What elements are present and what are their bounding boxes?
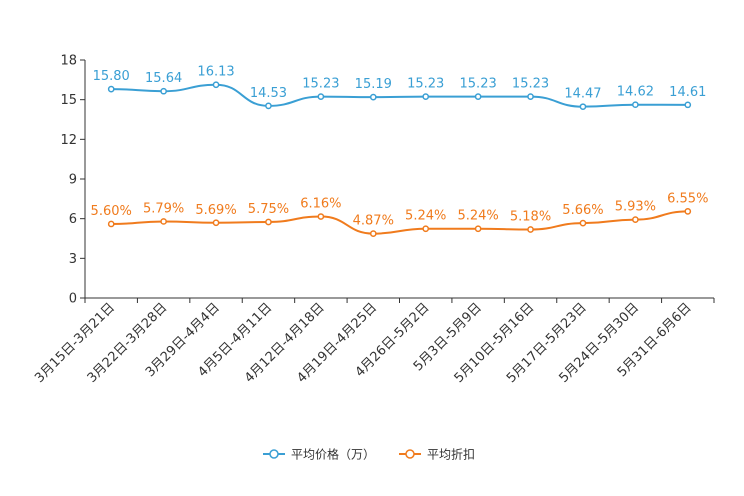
legend-label: 平均价格（万） xyxy=(291,447,375,462)
series-2: 5.60% 5.79% 5.69% 5.75% 6.16% 4.87% 5.24% 5.24%… xyxy=(91,191,708,237)
data-label: 5.24% xyxy=(405,209,446,224)
data-label: 5.24% xyxy=(457,209,498,224)
data-label: 6.55% xyxy=(667,191,708,206)
y-axis: 0 3 6 9 12 15 18 xyxy=(60,54,86,307)
data-point xyxy=(160,87,167,95)
legend-item-2: 平均折扣 xyxy=(399,447,475,462)
data-point xyxy=(632,101,639,109)
series-line xyxy=(111,210,688,235)
data-point xyxy=(579,219,587,227)
y-tick-label: 18 xyxy=(60,54,77,69)
data-label: 4.87% xyxy=(353,214,394,229)
data-label: 14.47 xyxy=(564,87,601,102)
legend: 平均价格（万） 平均折扣 xyxy=(263,447,475,462)
legend-item-1: 平均价格（万） xyxy=(263,447,375,462)
data-point xyxy=(212,219,220,227)
data-point xyxy=(422,225,430,233)
data-point xyxy=(422,93,430,100)
data-point xyxy=(527,226,534,233)
data-point xyxy=(369,230,377,237)
data-point xyxy=(579,103,587,111)
data-point xyxy=(684,208,692,215)
data-label: 15.23 xyxy=(302,77,339,92)
data-label: 14.61 xyxy=(669,85,706,100)
data-label: 14.62 xyxy=(617,85,654,100)
data-label: 5.93% xyxy=(615,200,656,215)
data-point xyxy=(317,213,325,220)
data-point xyxy=(317,93,325,100)
y-tick-label: 12 xyxy=(60,133,77,148)
data-label: 15.19 xyxy=(355,77,392,92)
data-label: 6.16% xyxy=(300,197,341,212)
data-label: 5.60% xyxy=(91,204,132,219)
data-label: 16.13 xyxy=(197,65,234,80)
data-label: 15.64 xyxy=(145,71,182,86)
x-axis: 3月15日-3月21日3月22日-3月28日3月29日-4月4日4月5日-4月1… xyxy=(32,297,715,386)
data-label: 5.79% xyxy=(143,201,184,216)
data-label: 14.53 xyxy=(250,86,287,101)
data-point xyxy=(474,93,482,100)
data-point xyxy=(265,218,272,226)
y-tick-label: 0 xyxy=(69,292,77,307)
y-tick-label: 15 xyxy=(60,93,77,108)
data-label: 15.23 xyxy=(512,77,549,92)
data-label: 15.80 xyxy=(93,69,130,84)
data-point xyxy=(265,102,272,110)
data-label: 5.69% xyxy=(195,203,236,218)
series-1: 15.80 15.64 16.13 14.53 15.23 15.19 15.23 15.23… xyxy=(93,65,706,111)
data-label: 15.23 xyxy=(407,77,444,92)
y-tick-label: 9 xyxy=(69,173,77,188)
data-point xyxy=(527,93,534,100)
legend-marker-icon xyxy=(269,449,279,459)
data-point xyxy=(369,93,377,101)
series-line xyxy=(111,83,688,108)
series-layer: 15.80 15.64 16.13 14.53 15.23 15.19 15.23 15.23… xyxy=(91,65,708,237)
data-label: 5.18% xyxy=(510,210,551,225)
data-point xyxy=(160,218,167,225)
data-point xyxy=(632,216,639,223)
data-point xyxy=(107,85,115,93)
data-label: 5.75% xyxy=(248,202,289,217)
legend-label: 平均折扣 xyxy=(427,447,475,462)
data-point xyxy=(107,220,115,228)
y-tick-label: 6 xyxy=(69,212,77,227)
data-point xyxy=(684,101,692,109)
y-tick-label: 3 xyxy=(69,252,77,267)
legend-marker-icon xyxy=(405,449,415,459)
data-point xyxy=(474,225,482,233)
data-label: 15.23 xyxy=(460,77,497,92)
data-label: 5.66% xyxy=(562,203,603,218)
data-point xyxy=(212,81,220,89)
